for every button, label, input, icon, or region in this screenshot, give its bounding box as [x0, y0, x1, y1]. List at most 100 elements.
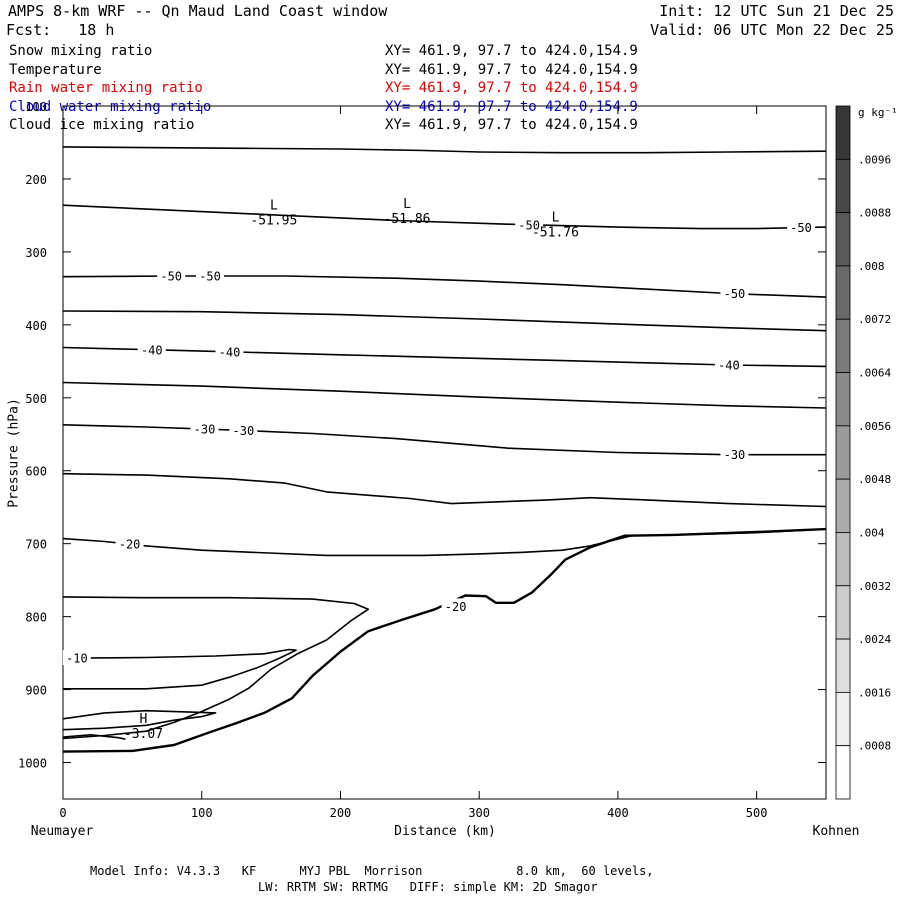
contour-label: -50: [199, 269, 221, 283]
plot-frame: [62, 105, 827, 800]
colorbar-bin: [835, 318, 851, 373]
contour-label: -50: [518, 218, 540, 232]
forecast-hour: Fcst: 18 h: [6, 21, 115, 39]
contour-label: -40: [219, 345, 241, 359]
y-tick-label: 1000: [18, 757, 47, 771]
contour-label-bg: [137, 341, 166, 357]
variable-xy: XY= 461.9, 97.7 to 424.0,154.9: [385, 80, 638, 96]
contour-label-bg: [720, 285, 749, 301]
contour-label: -40: [718, 358, 740, 372]
model-physics: LW: RRTM SW: RRTMG DIFF: simple KM: 2D S…: [258, 880, 598, 894]
valid-time: Valid: 06 UTC Mon 22 Dec 25: [650, 21, 894, 39]
x-tick-label: 500: [746, 806, 768, 820]
contour-label: -40: [141, 343, 163, 357]
left-end-label: Neumayer: [30, 824, 94, 839]
contour-label-bg: [196, 267, 225, 283]
colorbar-tick-label: .008: [858, 260, 885, 273]
variable-xy: XY= 461.9, 97.7 to 424.0,154.9: [385, 43, 638, 59]
colorbar-bin: [835, 638, 851, 693]
colorbar-tick-label: .0016: [858, 686, 891, 699]
y-tick-label: 200: [25, 173, 47, 187]
extreme-marker: H: [140, 712, 148, 727]
temperature-contour: [62, 472, 827, 508]
contour-label-bg: [157, 267, 186, 283]
y-tick-label: 500: [25, 392, 47, 406]
contour-label-bg: [714, 356, 743, 372]
extreme-value: -51.86: [384, 212, 431, 227]
contour-label-bg: [787, 219, 816, 235]
temperature-contour: [62, 146, 827, 154]
contour-label: -50: [160, 269, 182, 283]
right-end-label: Kohnen: [812, 824, 860, 839]
extreme-marker: L: [270, 199, 278, 214]
colorbar-unit: g kg⁻¹: [858, 106, 898, 119]
contour-label-bg: [720, 446, 749, 462]
contour-label-bg: [515, 216, 544, 232]
terrain-line: [62, 527, 827, 753]
y-tick-label: 900: [25, 684, 47, 698]
colorbar-tick-label: .0032: [858, 580, 891, 593]
colorbar-tick-label: .0096: [858, 153, 891, 166]
colorbar-bin: [835, 265, 851, 320]
temperature-contour: [62, 734, 126, 740]
init-time: Init: 12 UTC Sun 21 Dec 25: [659, 2, 894, 20]
colorbar-bin: [835, 425, 851, 480]
temperature-contour: [62, 346, 827, 368]
x-tick-label: 0: [59, 806, 66, 820]
x-tick-label: 200: [330, 806, 352, 820]
contour-label-bg: [215, 343, 244, 359]
x-tick-label: 400: [607, 806, 629, 820]
colorbar-bin: [835, 691, 851, 747]
chart-title: AMPS 8-km WRF -- Qn Maud Land Coast wind…: [8, 2, 388, 20]
contour-label-bg: [190, 421, 219, 437]
colorbar-tick-label: .0008: [858, 740, 891, 753]
contour-label: -30: [233, 424, 255, 438]
contour-label-bg: [115, 536, 144, 552]
extreme-marker: L: [403, 197, 411, 212]
colorbar-tick-label: .004: [858, 526, 885, 539]
x-axis-label: Distance (km): [394, 824, 496, 839]
colorbar-bin: [835, 372, 851, 427]
colorbar-tick-label: .0064: [858, 367, 891, 380]
colorbar-tick-label: .0024: [858, 633, 891, 646]
y-tick-label: 100: [25, 100, 47, 114]
temperature-contour: [62, 310, 827, 332]
colorbar-bin: [835, 105, 851, 160]
extreme-value: -51.95: [250, 214, 297, 229]
y-tick-label: 300: [25, 246, 47, 260]
colorbar-tick-label: .0072: [858, 313, 891, 326]
variable-xy: XY= 461.9, 97.7 to 424.0,154.9: [385, 117, 638, 133]
extreme-value: -3.07: [124, 727, 163, 742]
temperature-contour: [62, 204, 827, 230]
temperature-contour: [62, 648, 297, 690]
variable-name: Cloud ice mixing ratio: [9, 117, 195, 133]
extreme-value: -51.76: [532, 225, 579, 240]
colorbar-bin: [835, 585, 851, 640]
contour-label-bg: [62, 650, 91, 666]
x-tick-label: 100: [191, 806, 213, 820]
variable-xy: XY= 461.9, 97.7 to 424.0,154.9: [385, 61, 638, 78]
temperature-contour: [62, 596, 369, 740]
model-info: Model Info: V4.3.3 KF MYJ PBL Morrison 8…: [90, 864, 654, 878]
colorbar-bin: [835, 532, 851, 587]
colorbar-tick-label: .0056: [858, 420, 891, 433]
extreme-marker: L: [552, 210, 560, 225]
temperature-contour: [62, 381, 827, 409]
colorbar-bin: [835, 745, 851, 800]
colorbar-bin: [835, 478, 851, 533]
x-tick-label: 300: [468, 806, 490, 820]
variable-name: Temperature: [9, 61, 102, 78]
y-axis-label: Pressure (hPa): [6, 398, 22, 508]
variable-name: Rain water mixing ratio: [9, 80, 203, 96]
contour-label: -20: [119, 538, 141, 552]
contour-label-bg: [441, 598, 470, 614]
variable-name: Snow mixing ratio: [9, 43, 153, 59]
contour-label-bg: [229, 422, 258, 438]
contour-label: -30: [194, 423, 216, 437]
colorbar-bin: [835, 158, 851, 214]
colorbar-bin: [835, 212, 851, 267]
y-tick-label: 400: [25, 319, 47, 333]
colorbar-tick-label: .0088: [858, 207, 891, 220]
contour-label: -30: [724, 448, 746, 462]
